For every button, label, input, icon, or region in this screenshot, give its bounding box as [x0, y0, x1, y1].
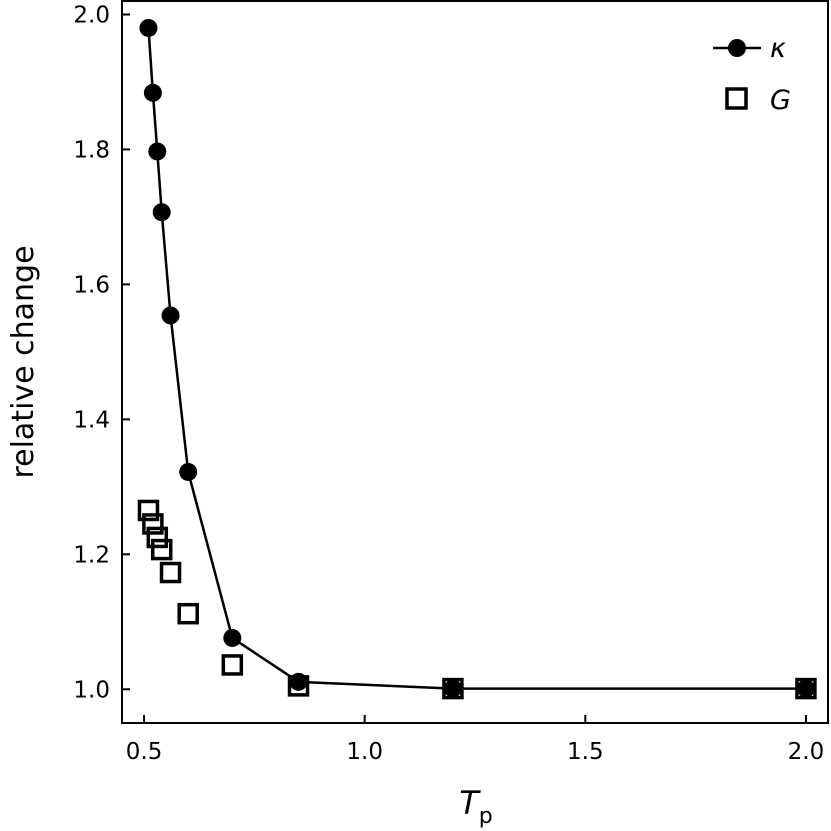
kappa-data-point [152, 203, 171, 222]
y-axis-ticks: 1.0 1.2 1.4 1.6 1.8 2.0 [73, 2, 130, 703]
x-tick-label: 2.0 [788, 739, 825, 765]
g-data-point [159, 561, 182, 584]
y-tick-label: 2.0 [73, 2, 110, 28]
g-data-point [137, 499, 160, 522]
legend-entry-g: G [725, 85, 791, 116]
kappa-data-point [223, 628, 242, 647]
legend-kappa-marker [728, 39, 746, 57]
y-tick-label: 1.6 [73, 272, 110, 298]
y-tick-label: 1.0 [73, 677, 110, 703]
kappa-data-point [143, 83, 162, 102]
x-axis-label-main: T [459, 784, 481, 822]
x-axis-label-subscript: p [479, 804, 493, 829]
x-axis-ticks: 0.5 1.0 1.5 2.0 [126, 715, 824, 765]
legend-g-label: G [770, 85, 791, 116]
y-axis-label: relative change [6, 245, 41, 478]
g-data-point [177, 602, 199, 625]
legend-entry-kappa: κ [713, 33, 786, 64]
y-tick-label: 1.4 [73, 407, 110, 433]
y-tick-label: 1.2 [73, 542, 110, 568]
legend: κ G [713, 33, 791, 116]
kappa-data-point [179, 462, 198, 481]
plot-frame [121, 0, 829, 724]
x-tick-label: 1.0 [346, 739, 383, 765]
kappa-data-point [796, 679, 815, 698]
series-layer [137, 18, 817, 700]
x-tick-label: 1.5 [567, 739, 604, 765]
kappa-data-point [289, 672, 308, 691]
x-axis-label: Tp [459, 784, 493, 829]
kappa-series-line [147, 27, 806, 690]
kappa-data-point [139, 18, 158, 37]
x-tick-label: 0.5 [126, 739, 163, 765]
kappa-data-point [161, 306, 180, 325]
legend-g-marker [725, 87, 748, 110]
y-tick-label: 1.8 [73, 137, 110, 163]
kappa-data-point [148, 142, 167, 161]
g-data-point [146, 526, 169, 549]
legend-kappa-label: κ [770, 33, 786, 64]
g-data-point [150, 538, 173, 561]
g-data-point [221, 654, 244, 676]
kappa-data-point [443, 679, 462, 698]
g-data-point [142, 513, 164, 535]
